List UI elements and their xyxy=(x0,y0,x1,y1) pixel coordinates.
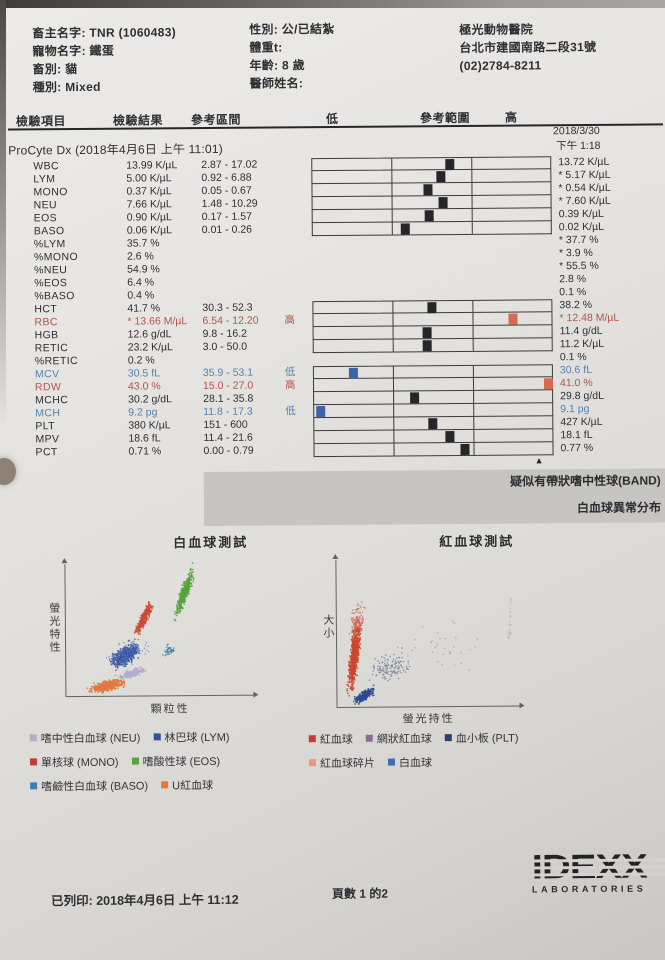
legend-item: U紅血球 xyxy=(161,777,213,793)
photo-top-edge xyxy=(0,0,665,8)
idexx-logo: IDEXX LABORATORIES xyxy=(532,848,665,894)
legend-swatch-icon xyxy=(161,781,169,789)
legend-swatch-icon xyxy=(153,733,161,741)
legend-item: 白血球 xyxy=(387,754,432,770)
legend-item: 單核球 (MONO) xyxy=(29,754,119,771)
legend-swatch-icon xyxy=(387,758,395,766)
legend-swatch-icon xyxy=(29,758,37,766)
wbc-plot-legend: 嗜中性白血球 (NEU) 林巴球 (LYM) 單核球 (MONO) 嗜酸性球 (EOS… xyxy=(29,729,230,803)
legend-swatch-icon xyxy=(29,734,37,742)
legend-swatch-icon xyxy=(444,734,452,742)
printed-timestamp: 已列印: 2018年4月6日 上午 11:12 xyxy=(50,892,239,909)
legend-swatch-icon xyxy=(308,759,317,767)
legend-item: 紅血球碎片 xyxy=(308,755,375,772)
legend-item: 網狀紅血球 xyxy=(365,730,432,747)
legend-swatch-icon xyxy=(365,734,373,742)
legend-item: 紅血球 xyxy=(308,731,353,747)
punch-hole xyxy=(0,458,16,485)
legend-item: 嗜中性白血球 (NEU) xyxy=(29,730,141,747)
page-number: 頁數 1 的2 xyxy=(331,886,389,902)
legend-swatch-icon xyxy=(30,782,38,790)
legend-item: 林巴球 (LYM) xyxy=(153,729,230,746)
legend-item: 血小板 (PLT) xyxy=(444,730,519,747)
legend-swatch-icon xyxy=(131,757,139,765)
legend-item: 嗜酸性球 (EOS) xyxy=(131,753,221,770)
legend-swatch-icon xyxy=(308,735,316,743)
photo-left-edge xyxy=(0,0,6,430)
legend-item: 嗜鹼性白血球 (BASO) xyxy=(30,777,148,794)
rbc-plot-legend: 紅血球 網狀紅血球 血小板 (PLT) 紅血球碎片 白血球 xyxy=(308,730,519,780)
